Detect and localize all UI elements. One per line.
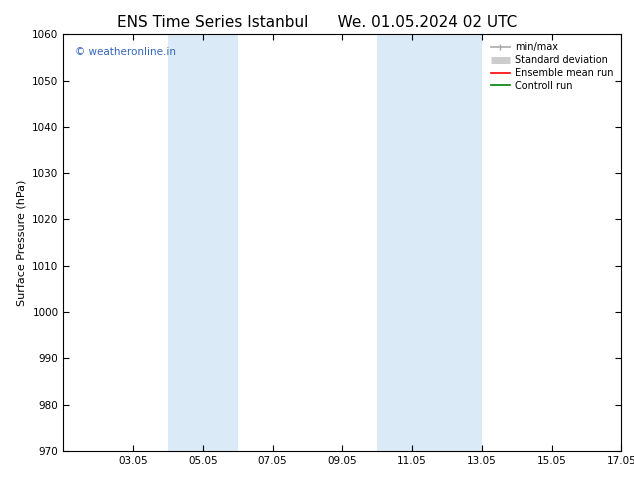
Bar — [168, 34, 238, 451]
Text: ENS Time Series Istanbul      We. 01.05.2024 02 UTC: ENS Time Series Istanbul We. 01.05.2024 … — [117, 15, 517, 30]
Text: © weatheronline.in: © weatheronline.in — [75, 47, 176, 57]
Legend: min/max, Standard deviation, Ensemble mean run, Controll run: min/max, Standard deviation, Ensemble me… — [488, 39, 616, 94]
Y-axis label: Surface Pressure (hPa): Surface Pressure (hPa) — [16, 179, 27, 306]
Bar — [377, 34, 482, 451]
